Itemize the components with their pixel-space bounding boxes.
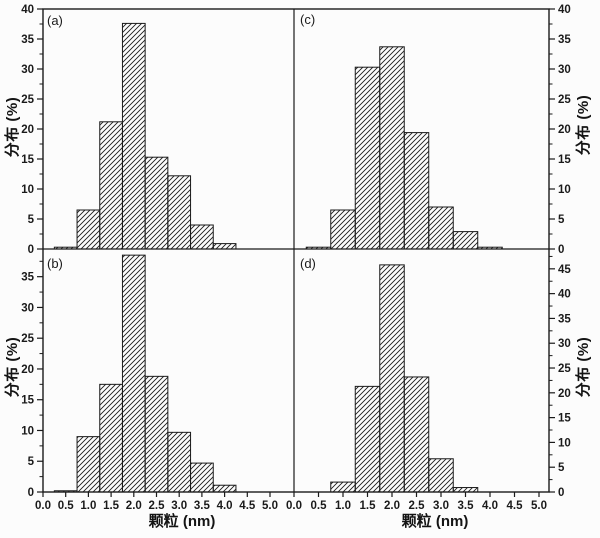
histogram-bar [428,206,454,250]
histogram-bar [428,458,454,493]
x-tick-label: 2.0 [384,500,400,512]
y-tick-label: 0 [28,244,34,256]
histogram-bar [379,264,405,493]
histogram-bar [403,132,430,250]
panel-label-d: (d) [300,256,316,271]
histogram-bar [144,375,169,493]
histogram-bar [167,431,192,493]
y-tick-label: 20 [558,388,571,400]
y-tick-label: 30 [558,338,571,350]
x-axis-title-right: 颗粒 (nm) [401,513,469,530]
histogram-bar [144,156,169,250]
x-tick-label: 5.0 [262,500,278,512]
histogram-bar [121,22,146,250]
y-tick-label: 35 [21,34,34,46]
x-axis-title-left: 颗粒 (nm) [148,513,216,530]
histogram-bar [212,484,237,493]
y-tick-label: 0 [558,244,564,256]
x-tick-label: 1.0 [335,500,351,512]
x-tick-label: 0.0 [35,500,51,512]
y-tick-label: 30 [21,302,34,314]
y-tick-label: 20 [21,124,34,136]
x-tick-label: 2.5 [149,500,166,512]
histogram-bar [190,224,214,250]
y-axis-title-a: 分布 (%) [4,96,21,158]
histogram-bar [354,66,381,250]
y-tick-label: 30 [558,64,571,76]
x-tick-label: 1.5 [103,500,120,512]
y-tick-label: 20 [558,124,571,136]
x-tick-label: 0.5 [311,500,328,512]
histogram-bar [403,376,430,493]
x-tick-label: 3.5 [194,500,211,512]
histogram-bar [121,254,146,493]
x-tick-label: 4.0 [217,500,233,512]
y-tick-label: 30 [21,64,34,76]
panel-label-b: (b) [47,256,63,271]
x-tick-label: 1.0 [80,500,96,512]
x-tick-label: 0.5 [58,500,75,512]
x-tick-label: 3.0 [171,500,187,512]
x-tick-label: 5.0 [531,500,547,512]
y-tick-label: 40 [558,289,571,301]
y-tick-label: 10 [21,184,34,196]
x-tick-label: 1.5 [360,500,377,512]
panel-label-a: (a) [47,13,63,28]
y-tick-label: 5 [558,214,565,226]
y-tick-label: 35 [558,34,571,46]
x-tick-label: 0.0 [286,500,302,512]
histogram-bar [167,175,192,250]
y-axis-title-b: 分布 (%) [4,336,21,398]
y-tick-label: 40 [21,4,34,16]
y-tick-label: 10 [21,425,34,437]
x-tick-label: 2.0 [126,500,142,512]
y-tick-label: 5 [28,214,35,226]
y-tick-label: 40 [558,4,571,16]
y-tick-label: 25 [21,94,34,106]
histogram-bar [99,383,123,493]
panel-label-c: (c) [300,12,316,27]
y-tick-label: 15 [558,154,571,166]
y-axis-title-d: 分布 (%) [575,336,592,398]
histogram-bar [330,209,356,250]
histogram-bar [76,436,101,493]
y-tick-label: 45 [558,264,571,276]
histogram-bar [212,243,237,250]
y-tick-label: 20 [21,364,34,376]
histogram-bar [99,121,123,250]
y-tick-label: 15 [558,413,571,425]
y-tick-label: 5 [558,462,565,474]
histogram-bar [190,462,214,493]
histogram-bar [330,481,356,493]
y-tick-label: 5 [28,456,35,468]
histogram-bar [379,46,405,250]
y-tick-label: 15 [21,154,34,166]
histogram-bar [354,385,381,493]
y-tick-label: 15 [21,395,34,407]
x-tick-label: 4.5 [239,500,256,512]
y-axis-title-c: 分布 (%) [575,94,592,156]
x-tick-label: 2.5 [409,500,426,512]
y-tick-label: 35 [21,272,34,284]
histogram-bar [452,231,479,250]
x-tick-label: 4.5 [507,500,524,512]
x-tick-label: 3.5 [458,500,475,512]
y-tick-label: 25 [558,363,571,375]
figure-frame [42,8,550,493]
y-tick-label: 0 [28,487,34,499]
y-tick-label: 25 [558,94,571,106]
histogram-bar [76,209,101,250]
y-tick-label: 25 [21,333,34,345]
x-tick-label: 3.0 [433,500,449,512]
y-tick-label: 10 [558,184,571,196]
y-tick-label: 10 [558,437,571,449]
x-tick-label: 4.0 [482,500,498,512]
y-tick-label: 35 [558,313,571,325]
y-tick-label: 0 [558,487,564,499]
